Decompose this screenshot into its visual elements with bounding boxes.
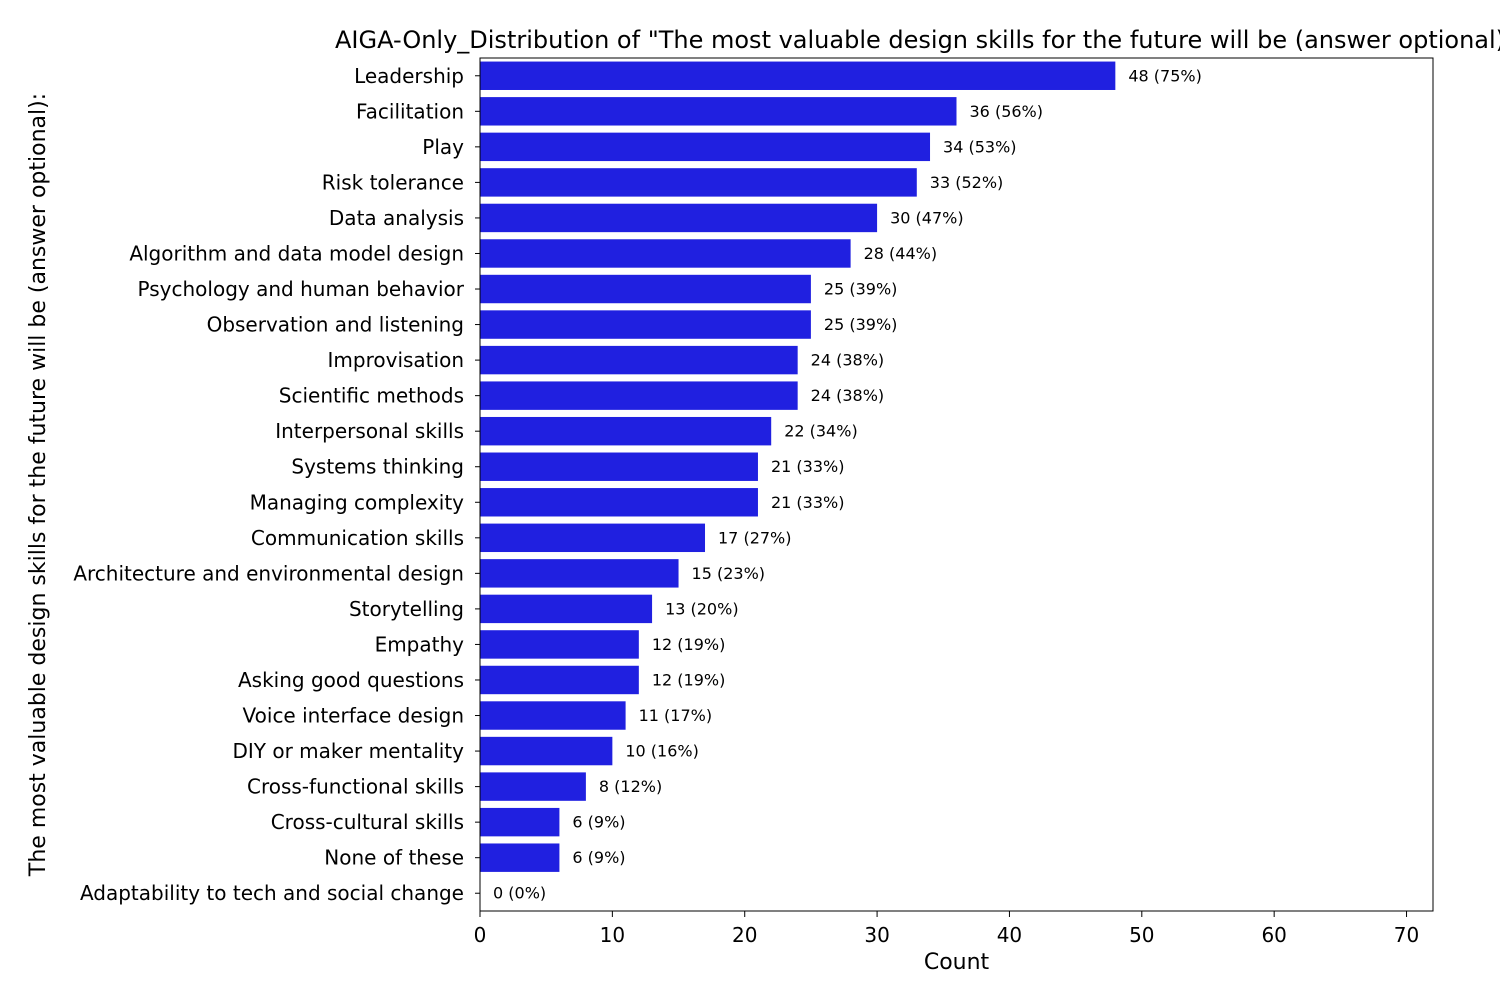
bar [480, 274, 811, 304]
category-label: Cross-cultural skills [271, 810, 464, 834]
bar [480, 345, 798, 375]
x-axis: 0 10 20 30 40 50 60 70 [474, 911, 1419, 947]
category-label: Voice interface design [243, 704, 464, 728]
bar [480, 132, 931, 162]
bar [480, 630, 639, 659]
bar [480, 736, 613, 766]
x-tick-label: 0 [474, 923, 487, 947]
x-tick-label: 20 [732, 923, 757, 947]
category-label: Communication skills [251, 526, 464, 550]
x-tick-label: 40 [997, 923, 1022, 947]
bar [480, 416, 772, 446]
category-label: Leadership [354, 64, 464, 88]
bar-value-label: 34 (53%) [943, 137, 1017, 156]
bar-value-label: 12 (19%) [652, 635, 726, 654]
category-label: Risk tolerance [322, 170, 464, 194]
bar [480, 381, 798, 410]
x-tick-label: 50 [1129, 923, 1154, 947]
bar [480, 452, 758, 481]
category-label: Adaptability to tech and social change [80, 881, 464, 905]
x-axis-title: Count [924, 950, 990, 975]
bar-value-label: 25 (39%) [824, 280, 898, 299]
bar-value-label: 21 (33%) [771, 493, 845, 512]
category-label: Interpersonal skills [275, 419, 464, 443]
category-label: None of these [324, 846, 464, 870]
category-label: Algorithm and data model design [129, 241, 464, 265]
bar-value-label: 24 (38%) [811, 386, 885, 405]
category-label: Play [422, 135, 464, 159]
category-label: Architecture and environmental design [73, 561, 464, 585]
category-label: Asking good questions [238, 668, 464, 692]
bar-value-label: 21 (33%) [771, 457, 845, 476]
category-label: Scientific methods [279, 384, 464, 408]
bar [480, 239, 851, 268]
x-tick-label: 70 [1394, 923, 1419, 947]
plot-area-frame [479, 57, 1434, 912]
bar [480, 843, 560, 872]
bar-value-label: 17 (27%) [718, 528, 792, 547]
bar-value-label: 13 (20%) [665, 599, 739, 618]
bar [480, 310, 811, 339]
bar-value-label: 36 (56%) [970, 102, 1044, 121]
x-tick-label: 30 [864, 923, 889, 947]
category-label: Managing complexity [250, 490, 465, 514]
category-label: Data analysis [329, 206, 464, 230]
category-label: Empathy [375, 632, 465, 656]
bar-value-label: 15 (23%) [692, 564, 766, 583]
bar-value-label: 10 (16%) [625, 742, 699, 761]
bar-value-label: 25 (39%) [824, 315, 898, 334]
bar-value-label: 24 (38%) [811, 351, 885, 370]
bar-value-label: 48 (75%) [1128, 66, 1202, 85]
bar [480, 97, 957, 126]
bar [480, 61, 1116, 90]
bar [480, 594, 653, 624]
bar [480, 523, 706, 553]
bar [480, 559, 679, 588]
bar-value-label: 0 (0%) [493, 884, 546, 903]
bar [480, 203, 878, 233]
category-label: Improvisation [328, 348, 464, 372]
y-axis-title: The most valuable design skills for the … [26, 93, 51, 877]
bar [480, 665, 639, 695]
bars-layer [480, 61, 1116, 872]
bar-value-label: 28 (44%) [864, 244, 938, 263]
bar-value-label: 8 (12%) [599, 777, 662, 796]
x-tick-label: 60 [1261, 923, 1286, 947]
bar-value-label: 6 (9%) [572, 813, 625, 832]
chart-title: AIGA-Only_Distribution of "The most valu… [335, 26, 1500, 54]
category-label: Cross-functional skills [247, 775, 464, 799]
category-label: Systems thinking [291, 455, 464, 479]
category-label: Psychology and human behavior [138, 277, 465, 301]
bar [480, 488, 758, 517]
bar-value-label: 6 (9%) [572, 848, 625, 867]
bar-value-label: 11 (17%) [639, 706, 713, 725]
bar [480, 168, 917, 197]
x-tick-label: 10 [600, 923, 625, 947]
category-label: Storytelling [349, 597, 464, 621]
bar-value-label: 30 (47%) [890, 208, 964, 227]
category-label: Facilitation [356, 99, 464, 123]
category-label: DIY or maker mentality [232, 739, 464, 763]
labels-layer: Leadership 48 (75%) Facilitation 36 (56%) Pl… [73, 64, 1202, 905]
bar-value-label: 33 (52%) [930, 173, 1004, 192]
bar-value-label: 22 (34%) [784, 422, 858, 441]
category-label: Observation and listening [207, 313, 464, 337]
bar-value-label: 12 (19%) [652, 670, 726, 689]
bar [480, 701, 626, 730]
bar [480, 807, 560, 837]
bar [480, 772, 586, 801]
